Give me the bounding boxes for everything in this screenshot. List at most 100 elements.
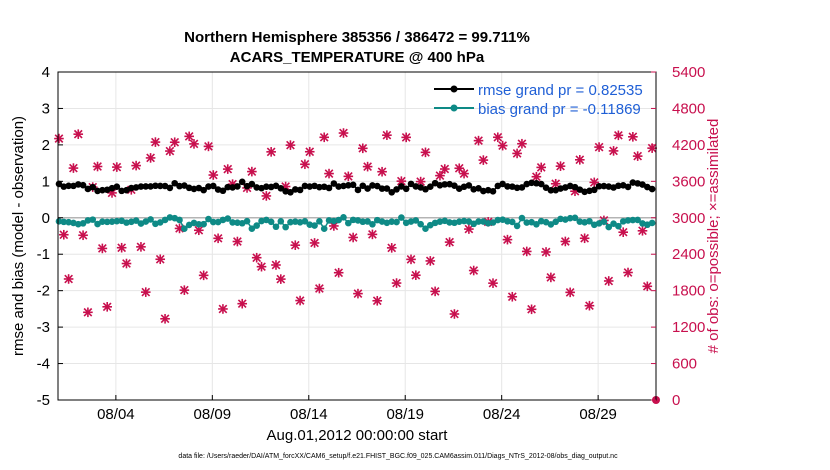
rmse-point: [340, 182, 347, 190]
rmse-point: [152, 182, 159, 190]
rmse-point: [402, 185, 410, 193]
legend-rmse-label: rmse grand pr = 0.82535: [478, 82, 643, 99]
obs-count-point: [189, 139, 199, 149]
bias-point: [586, 217, 593, 225]
obs-count-point: [353, 288, 363, 299]
rmse-point: [316, 183, 323, 191]
bias-point: [648, 219, 656, 227]
bias-point: [388, 218, 396, 226]
rmse-point: [547, 187, 555, 194]
rmse-point: [427, 183, 434, 191]
rmse-point: [55, 180, 63, 188]
obs-count-point: [194, 225, 204, 236]
rmse-point: [528, 179, 535, 187]
rmse-point: [513, 184, 521, 192]
bias-point: [398, 214, 405, 221]
obs-count-point: [295, 295, 305, 306]
obs-count-point: [382, 130, 392, 140]
obs-count-point: [63, 274, 74, 284]
rmse-point: [287, 188, 294, 196]
obs-count-point: [362, 161, 373, 172]
bias-point: [513, 222, 521, 230]
bias-point: [301, 217, 309, 225]
bias-point: [147, 216, 154, 223]
obs-count-point: [213, 233, 223, 244]
obs-count-point: [136, 242, 146, 252]
bias-point: [345, 219, 352, 227]
rmse-point: [325, 184, 333, 192]
bias-point: [335, 216, 342, 224]
rmse-point: [79, 181, 87, 189]
bias-point: [508, 218, 516, 226]
obs-count-point: [338, 128, 349, 138]
bias-point: [253, 222, 260, 229]
rmse-point: [296, 186, 304, 194]
rmse-point: [142, 183, 150, 190]
obs-count-point: [324, 168, 334, 179]
chart-title-line1: Northern Hemisphere 385356 / 386472 = 99…: [184, 29, 530, 46]
rmse-point: [364, 185, 371, 192]
rmse-point: [335, 183, 342, 190]
obs-count-point: [425, 256, 436, 266]
rmse-point: [518, 184, 526, 191]
bias-point: [282, 223, 289, 231]
rmse-point: [176, 182, 183, 190]
chart-title-line2: ACARS_TEMPERATURE @ 400 hPa: [230, 49, 485, 66]
legend-bias-marker: [450, 104, 458, 112]
bias-point: [113, 217, 121, 225]
rmse-point: [219, 187, 227, 195]
obs-count-point: [145, 153, 156, 163]
plot-frame: [57, 71, 657, 401]
obs-count-point: [68, 163, 79, 173]
bias-point: [325, 217, 333, 224]
bias-point: [176, 216, 183, 224]
obs-count-point: [300, 159, 310, 170]
bias-point: [205, 215, 212, 223]
right-tick-label: 4800: [672, 100, 705, 117]
left-tick-label: -3: [37, 319, 50, 336]
bias-point: [229, 219, 236, 226]
right-tick-label: 2400: [672, 246, 705, 263]
obs-count-point: [526, 304, 537, 315]
right-tick-label: 600: [672, 356, 697, 373]
obs-count-point: [309, 238, 320, 248]
obs-count-point: [150, 137, 161, 147]
left-tick-label: 2: [42, 137, 50, 154]
bias-point: [349, 216, 357, 224]
bias-point: [460, 217, 468, 225]
bias-point: [422, 225, 429, 233]
bias-point: [200, 220, 207, 228]
rmse-point: [359, 182, 367, 190]
obs-count-point: [304, 146, 315, 157]
obs-count-point: [314, 283, 325, 294]
rmse-point: [128, 184, 135, 192]
bias-point: [267, 218, 275, 226]
obs-count-point: [92, 161, 103, 172]
rmse-point: [301, 182, 309, 190]
obs-count-point: [420, 147, 431, 158]
rmse-point: [489, 188, 497, 195]
obs-count-point: [575, 154, 585, 165]
rmse-point: [209, 182, 217, 190]
left-tick-label: 0: [42, 210, 50, 227]
rmse-point: [234, 183, 241, 190]
bias-point: [248, 225, 256, 233]
obs-count-point: [160, 313, 170, 324]
obs-count-point: [218, 304, 228, 314]
bias-point: [523, 219, 531, 226]
legend: rmse grand pr = 0.82535 bias grand pr = …: [434, 82, 643, 118]
rmse-point: [330, 180, 338, 187]
bias-point: [600, 218, 608, 225]
right-tick-label: 0: [672, 392, 680, 409]
rmse-point: [200, 186, 207, 194]
rmse-point: [147, 183, 154, 190]
bias-point: [624, 217, 632, 224]
rmse-point: [393, 186, 400, 193]
rmse-point: [94, 187, 101, 195]
obs-count-point: [517, 138, 527, 149]
left-tick-label: -2: [37, 283, 50, 300]
obs-count-point: [266, 147, 276, 157]
obs-count-point: [497, 140, 508, 151]
bias-point: [243, 217, 251, 225]
obs-count-point: [560, 236, 571, 247]
